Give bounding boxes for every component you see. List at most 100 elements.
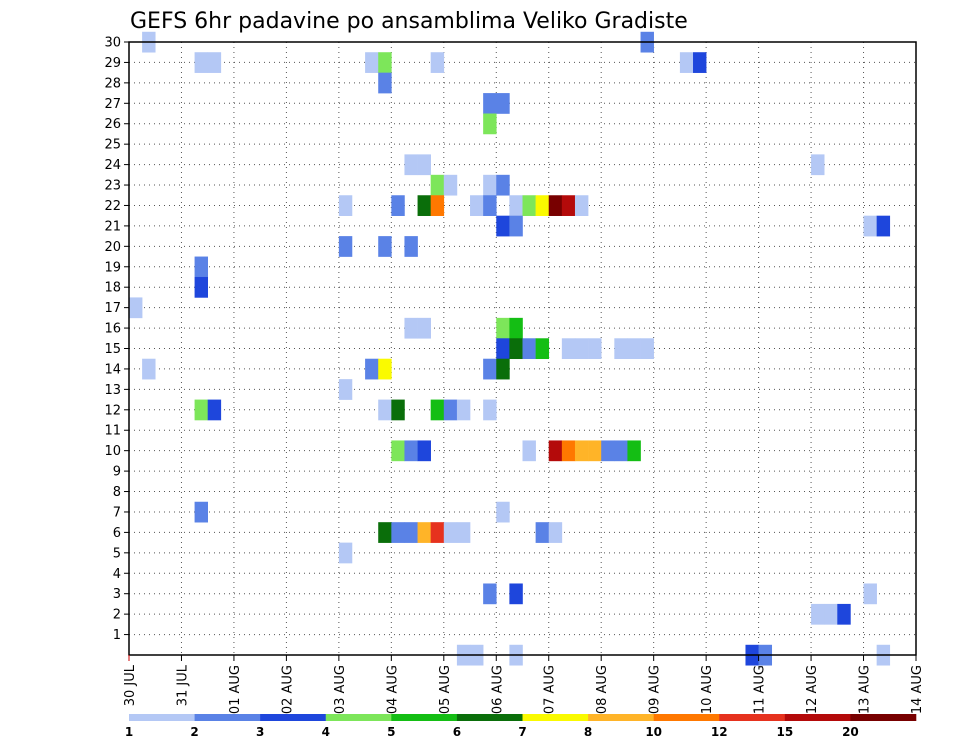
data-cell <box>483 358 497 380</box>
x-tick-label: 01 AUG <box>228 665 243 714</box>
data-cell <box>876 215 891 237</box>
data-cell <box>470 195 484 216</box>
y-axis: 1234567891011121314151617181920212223242… <box>104 36 129 643</box>
data-cell <box>142 358 156 380</box>
data-cell <box>338 542 353 564</box>
data-cell <box>417 154 431 176</box>
y-tick-label: 14 <box>104 362 121 377</box>
chart-title: GEFS 6hr padavine po ansamblima Veliko G… <box>130 9 688 34</box>
data-cell <box>548 195 563 216</box>
data-cell <box>207 399 222 421</box>
data-cell <box>496 338 510 360</box>
data-cell <box>338 236 353 257</box>
data-cell <box>391 522 405 543</box>
legend-level-label: 2 <box>190 725 198 739</box>
data-cell <box>483 93 497 114</box>
data-cell <box>509 338 523 360</box>
data-cell <box>863 215 877 237</box>
legend-color-swatch <box>325 714 392 721</box>
data-cell <box>627 440 641 462</box>
x-tick-label: 11 AUG <box>753 665 768 714</box>
x-tick-label: 02 AUG <box>280 665 295 714</box>
legend-color-swatch <box>391 714 458 721</box>
data-cell <box>456 522 471 543</box>
y-tick-label: 16 <box>104 322 121 337</box>
data-cell <box>129 297 143 319</box>
data-cell <box>378 236 392 257</box>
x-tick-label: 10 AUG <box>700 665 715 714</box>
legend-level-label: 20 <box>842 725 859 739</box>
data-cell <box>561 338 576 360</box>
data-cell <box>378 358 392 380</box>
data-cell <box>365 358 379 380</box>
y-tick-label: 19 <box>104 260 121 275</box>
x-tick-label: 08 AUG <box>595 665 610 714</box>
y-tick-label: 5 <box>113 546 121 561</box>
y-tick-label: 6 <box>113 526 121 541</box>
data-cell <box>496 317 510 339</box>
legend-level-label: 4 <box>322 725 330 739</box>
legend-color-swatch <box>653 714 720 721</box>
data-cell <box>378 72 392 94</box>
legend-level-label: 5 <box>387 725 395 739</box>
data-cell <box>574 195 589 216</box>
y-tick-label: 23 <box>104 179 121 194</box>
x-tick-label: 04 AUG <box>385 665 400 714</box>
y-tick-label: 1 <box>113 628 121 643</box>
y-tick-label: 12 <box>104 403 121 418</box>
data-cell <box>679 52 694 73</box>
data-cell <box>863 583 877 605</box>
data-cell <box>417 317 431 339</box>
data-cell <box>391 399 405 421</box>
legend-color-swatch <box>260 714 327 721</box>
data-cell <box>483 399 497 421</box>
data-cell <box>509 317 523 339</box>
x-tick-label: 05 AUG <box>438 665 453 714</box>
data-cell <box>522 338 536 360</box>
legend-color-swatch <box>522 714 589 721</box>
data-cell <box>824 603 838 625</box>
color-legend: 1 2 3 4 5 6 7 8 10 12 15 20 <box>125 714 917 739</box>
x-tick-label: 14 AUG <box>910 665 925 714</box>
y-tick-label: 22 <box>104 199 121 214</box>
legend-color-swatch <box>194 714 261 721</box>
data-cell <box>561 195 576 216</box>
legend-level-label: 8 <box>584 725 592 739</box>
legend-color-swatch <box>850 714 917 721</box>
data-cell <box>522 195 536 216</box>
x-tick-label: 09 AUG <box>648 665 663 714</box>
legend-level-label: 15 <box>776 725 793 739</box>
legend-level-label: 7 <box>518 725 526 739</box>
data-cell <box>443 399 458 421</box>
data-cell <box>378 522 392 543</box>
x-tick-label: 03 AUG <box>333 665 348 714</box>
x-tick-label: 12 AUG <box>805 665 820 714</box>
y-tick-label: 2 <box>113 608 121 623</box>
legend-color-swatch <box>588 714 654 721</box>
data-cell <box>640 338 654 360</box>
data-cells <box>129 31 891 666</box>
y-tick-label: 17 <box>104 301 121 316</box>
data-cell <box>404 317 418 339</box>
y-tick-label: 21 <box>104 219 121 234</box>
data-cell <box>207 52 222 73</box>
data-cell <box>574 338 589 360</box>
x-axis: 30 JUL 31 JUL 01 AUG 02 AUG 03 AUG 04 AUG 05 A… <box>123 655 925 714</box>
data-cell <box>614 338 628 360</box>
data-cell <box>693 52 707 73</box>
data-cell <box>535 522 550 543</box>
data-cell <box>509 583 523 605</box>
y-tick-label: 26 <box>104 117 121 132</box>
data-cell <box>588 440 602 462</box>
data-cell <box>338 379 353 400</box>
data-cell <box>574 440 589 462</box>
legend-level-label: 12 <box>711 725 728 739</box>
data-cell <box>811 603 825 625</box>
data-cell <box>627 338 641 360</box>
y-tick-label: 29 <box>104 56 121 71</box>
data-cell <box>430 52 445 73</box>
y-tick-label: 18 <box>104 281 121 296</box>
legend-color-swatch <box>129 714 195 721</box>
data-cell <box>417 522 431 543</box>
